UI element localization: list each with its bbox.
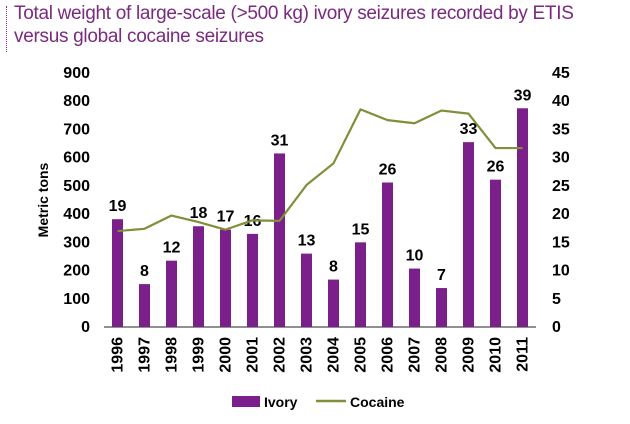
ivory-bar <box>193 226 204 327</box>
y-tick-label: 0 <box>81 319 90 336</box>
ivory-bar <box>301 253 312 327</box>
title-divider <box>6 6 7 52</box>
ivory-data-label: 19 <box>109 198 127 215</box>
ivory-bar <box>463 142 474 327</box>
ivory-bar <box>436 288 447 327</box>
x-tick-label: 2011 <box>515 337 532 372</box>
y-tick-label: 700 <box>63 121 90 138</box>
y2-tick-label: 45 <box>552 65 570 82</box>
y2-tick-label: 15 <box>552 234 570 251</box>
ivory-bar <box>220 229 231 327</box>
ivory-data-label: 7 <box>437 267 446 284</box>
ivory-data-label: 17 <box>217 209 235 226</box>
cocaine-line <box>117 108 523 233</box>
y2-tick-label: 10 <box>552 263 570 280</box>
ivory-data-label: 26 <box>487 159 505 176</box>
x-tick-label: 2004 <box>326 337 343 373</box>
x-tick-label: 2007 <box>407 337 424 373</box>
y2-tick-label: 30 <box>552 150 570 167</box>
ivory-data-label: 33 <box>460 121 478 138</box>
ivory-bar <box>409 268 420 327</box>
ivory-data-label: 8 <box>140 263 149 280</box>
y2-tick-label: 25 <box>552 178 570 195</box>
legend-swatch-ivory <box>232 396 260 407</box>
y-tick-label: 500 <box>63 178 90 195</box>
y-axis-label: Metric tons <box>35 162 51 237</box>
ivory-data-label: 10 <box>406 248 424 265</box>
x-tick-label: 1996 <box>110 337 127 373</box>
x-tick-label: 2005 <box>353 337 370 373</box>
x-tick-label: 1999 <box>191 337 208 373</box>
ivory-bar <box>139 284 150 327</box>
ivory-data-label: 18 <box>190 205 208 222</box>
ivory-bar <box>490 179 501 327</box>
y-tick-label: 600 <box>63 150 90 167</box>
x-tick-label: 2001 <box>245 337 262 373</box>
x-tick-label: 2008 <box>434 337 451 373</box>
x-tick-label: 2000 <box>218 337 235 373</box>
ivory-bar <box>355 242 366 327</box>
y2-tick-label: 40 <box>552 93 570 110</box>
ivory-bar <box>328 279 339 327</box>
x-tick-label: 1998 <box>164 337 181 373</box>
chart-title: Total weight of large-scale (>500 kg) iv… <box>14 3 574 47</box>
chart-title-block: Total weight of large-scale (>500 kg) iv… <box>0 0 630 60</box>
y-tick-label: 100 <box>63 291 90 308</box>
x-tick-label: 1997 <box>137 337 154 373</box>
ivory-data-label: 26 <box>379 162 397 179</box>
y2-tick-label: 20 <box>552 206 570 223</box>
ivory-bar <box>112 219 123 327</box>
ivory-data-label: 31 <box>271 132 289 149</box>
ivory-bar <box>274 153 285 327</box>
ivory-bar <box>166 260 177 327</box>
ivory-data-label: 39 <box>514 87 532 104</box>
ivory-bar <box>382 182 393 327</box>
y-tick-label: 200 <box>63 263 90 280</box>
x-tick-label: 2003 <box>299 337 316 373</box>
x-tick-label: 2009 <box>461 337 478 373</box>
y-tick-label: 400 <box>63 206 90 223</box>
legend-label-cocaine: Cocaine <box>350 394 405 410</box>
ivory-data-label: 15 <box>352 221 370 238</box>
ivory-data-label: 8 <box>329 259 338 276</box>
legend-label-ivory: Ivory <box>264 394 298 410</box>
x-tick-label: 2002 <box>272 337 289 373</box>
ivory-bar <box>247 233 258 327</box>
y2-tick-label: 5 <box>552 291 561 308</box>
ivory-bar <box>517 108 528 328</box>
x-tick-label: 2006 <box>380 337 397 373</box>
y2-tick-label: 35 <box>552 121 570 138</box>
y-tick-label: 300 <box>63 234 90 251</box>
y-tick-label: 900 <box>63 65 90 82</box>
ivory-data-label: 13 <box>298 233 316 250</box>
ivory-data-label: 12 <box>163 240 181 257</box>
y2-tick-label: 0 <box>552 319 561 336</box>
y-tick-label: 800 <box>63 93 90 110</box>
x-tick-label: 2010 <box>488 337 505 373</box>
